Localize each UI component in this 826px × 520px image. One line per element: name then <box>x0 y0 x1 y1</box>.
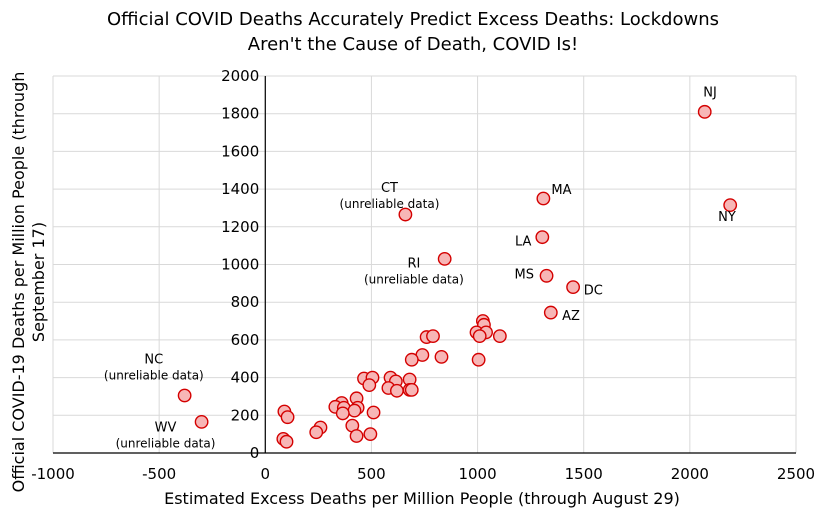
point-annotation: NY <box>718 210 736 225</box>
data-point <box>362 378 377 393</box>
data-point <box>366 405 381 420</box>
data-point <box>349 429 364 443</box>
data-point <box>434 349 449 364</box>
annotation-note: (unreliable data) <box>116 436 216 450</box>
y-tick-label: 600 <box>231 331 260 349</box>
data-point <box>472 329 487 344</box>
data-point <box>404 352 419 367</box>
data-point <box>279 434 294 449</box>
data-point <box>437 251 452 266</box>
grid <box>52 75 797 454</box>
data-point <box>539 268 554 283</box>
point-annotation: LA <box>515 235 532 250</box>
x-tick-label: 2000 <box>671 465 709 483</box>
y-tick-label: 400 <box>231 369 260 387</box>
point-annotation: NC(unreliable data) <box>104 352 204 382</box>
y-tick-label: 1600 <box>221 142 259 160</box>
annotation-label: NC <box>144 352 163 367</box>
point-annotation: RI(unreliable data) <box>364 256 464 286</box>
data-point <box>535 230 550 245</box>
data-point <box>471 352 486 367</box>
annotation-label: CT <box>381 181 398 196</box>
annotation-label: AZ <box>562 309 580 324</box>
x-axis-title: Estimated Excess Deaths per Million Peop… <box>164 489 680 508</box>
annotation-label: WV <box>155 420 177 435</box>
data-point <box>426 329 440 344</box>
data-point <box>280 410 295 425</box>
y-tick-label: 800 <box>231 293 260 311</box>
data-point <box>309 425 324 440</box>
x-tick-label: 2500 <box>777 465 815 483</box>
annotation-label: MS <box>515 268 534 283</box>
data-point <box>398 207 413 222</box>
x-tick-label: 0 <box>261 465 271 483</box>
axes <box>53 76 796 454</box>
chart-title-line-1: Official COVID Deaths Accurately Predict… <box>107 9 719 30</box>
data-point <box>697 104 712 119</box>
x-tick-label: -500 <box>142 465 176 483</box>
data-point <box>335 406 350 421</box>
y-tick-label: 200 <box>231 406 260 424</box>
annotation-label: RI <box>407 256 420 271</box>
data-point <box>177 388 192 403</box>
y-tick-label: 2000 <box>221 67 259 85</box>
data-point <box>404 382 419 397</box>
point-annotation: MS <box>515 268 534 283</box>
data-point <box>566 280 580 295</box>
x-tick-label: 500 <box>357 465 386 483</box>
annotation-label: NY <box>718 210 736 225</box>
point-annotation: NJ <box>703 86 717 101</box>
annotation-label: NJ <box>703 86 717 101</box>
point-annotation: DC <box>584 284 603 299</box>
annotation-note: (unreliable data) <box>340 197 440 211</box>
data-point <box>363 427 378 442</box>
point-annotation: CT(unreliable data) <box>340 181 440 211</box>
x-tick-label: 1000 <box>458 465 496 483</box>
point-annotation: AZ <box>562 309 580 324</box>
data-point <box>347 403 362 418</box>
data-point <box>390 383 404 398</box>
chart-title-line-2: Aren't the Cause of Death, COVID Is! <box>248 34 578 55</box>
y-axis-title: Official COVID-19 Deaths per Million Peo… <box>9 72 48 493</box>
point-annotation: MA <box>551 183 571 198</box>
tick-labels: -1000 -500 0 500 1000 1500 2000 2500 0 200 400 600 8… <box>31 67 815 483</box>
point-annotation: WV(unreliable data) <box>116 420 216 450</box>
y-tick-label: 0 <box>250 444 260 462</box>
y-tick-label: 1400 <box>221 180 259 198</box>
y-tick-label: 1200 <box>221 218 259 236</box>
y-axis-title-line-2: September 17) <box>29 222 48 342</box>
data-point <box>536 191 551 206</box>
data-points <box>177 104 738 449</box>
y-tick-label: 1000 <box>221 256 259 274</box>
data-point <box>492 329 507 344</box>
data-point <box>723 198 738 213</box>
x-tick-label: 1500 <box>565 465 603 483</box>
data-point <box>194 414 209 429</box>
data-point <box>543 305 558 320</box>
y-axis-title-line-1: Official COVID-19 Deaths per Million Peo… <box>9 72 28 493</box>
x-tick-label: -1000 <box>31 465 75 483</box>
annotation-note: (unreliable data) <box>364 272 464 286</box>
annotation-note: (unreliable data) <box>104 368 204 382</box>
annotation-label: LA <box>515 235 532 250</box>
annotation-label: MA <box>551 183 571 198</box>
annotation-label: DC <box>584 284 603 299</box>
y-tick-label: 1800 <box>221 105 259 123</box>
